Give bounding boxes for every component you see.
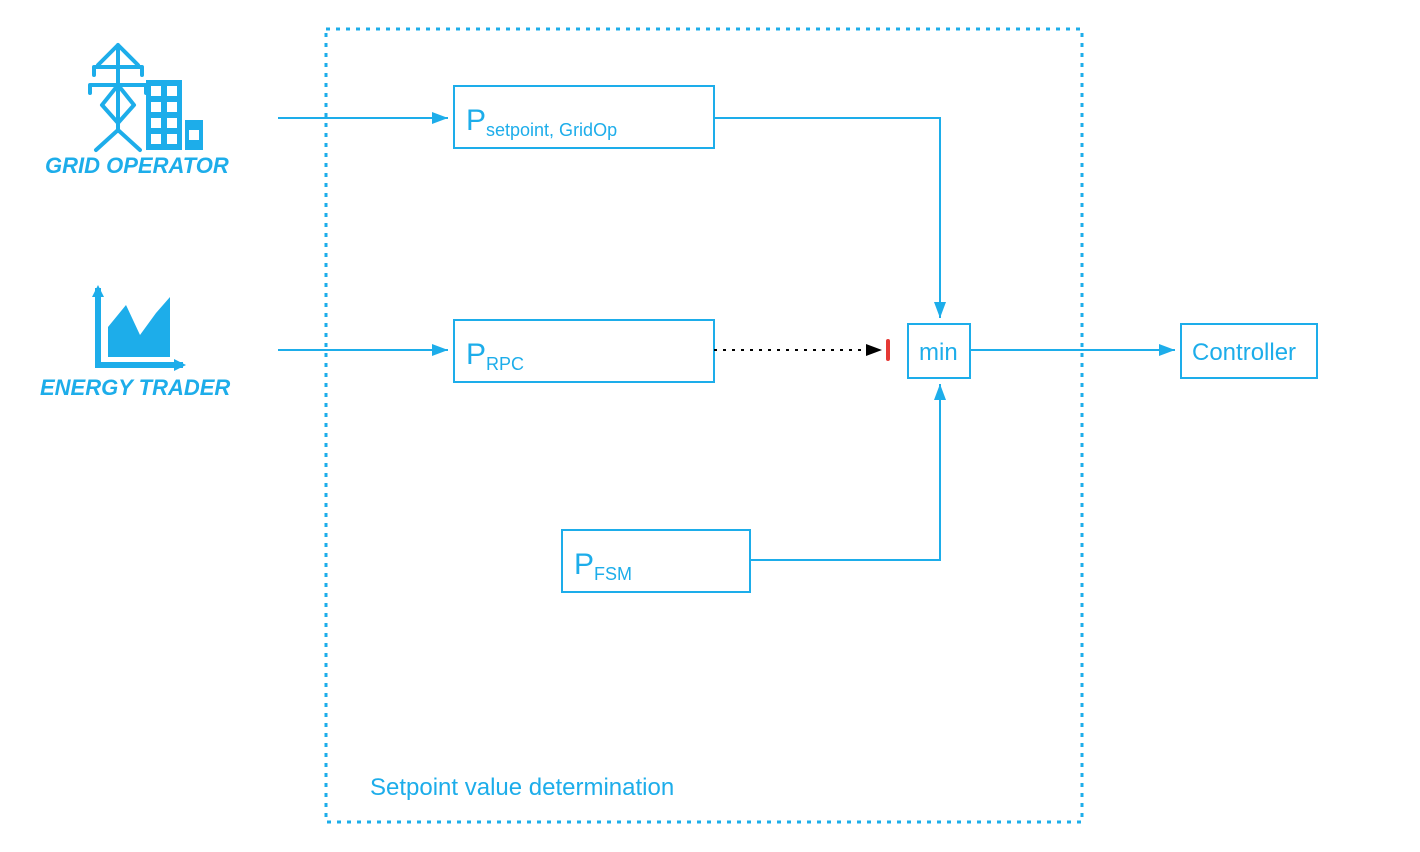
energy-trader-label: ENERGY TRADER [40,375,230,400]
grid-operator-label: GRID OPERATOR [45,153,229,178]
controller-block-label: Controller [1192,339,1296,366]
energy-trader-icon [92,285,186,371]
arrow-pfsm-to-min [750,384,940,560]
min-block-label: min [919,339,958,366]
arrow-pgridop-to-min [714,118,940,318]
container-caption: Setpoint value determination [370,774,674,801]
grid-operator-icon [90,45,203,150]
